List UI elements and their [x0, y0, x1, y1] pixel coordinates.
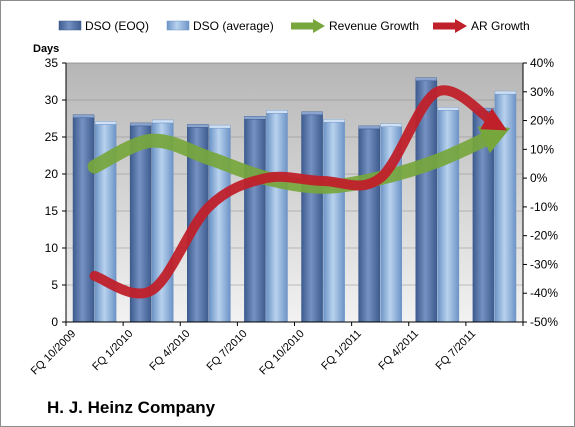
x-tick-label: FQ 7/2010: [204, 328, 249, 373]
bar-dso-average: [494, 93, 517, 323]
legend-label: AR Growth: [471, 19, 530, 33]
y2-tick-label: -20%: [530, 229, 558, 243]
y2-tick-label: -50%: [530, 315, 558, 329]
bar-cap: [437, 107, 460, 111]
legend-item-revenue-growth: Revenue Growth: [291, 19, 419, 33]
x-tick-label: FQ 4/2011: [376, 328, 421, 373]
bar-dso-eoq: [72, 117, 95, 323]
bar-cap: [72, 114, 95, 118]
y-tick-label: 10: [45, 241, 59, 255]
y-tick-label: 20: [45, 167, 59, 181]
bar-dso-average: [323, 121, 345, 323]
bar-dso-eoq: [301, 114, 323, 323]
legend: DSO (EOQ) DSO (average) Revenue Growth A…: [58, 19, 530, 33]
x-tick-label: FQ 7/2011: [434, 328, 479, 373]
x-tick-label: FQ 1/2010: [90, 328, 135, 373]
bar-dso-eoq: [358, 128, 380, 323]
bar-cap: [358, 125, 380, 130]
y2-tick-label: -40%: [530, 286, 558, 300]
y-tick-label: 30: [45, 93, 59, 107]
bar-cap: [244, 116, 266, 120]
bar-cap: [129, 122, 152, 127]
bar-cap: [94, 121, 117, 125]
bar-dso-average: [437, 110, 460, 323]
y2-tick-label: -30%: [530, 257, 558, 271]
legend-item-dso-eoq: DSO (EOQ): [58, 19, 149, 33]
y2-tick-label: 10%: [530, 142, 554, 156]
bar-cap: [266, 110, 288, 114]
company-title: H. J. Heinz Company: [47, 398, 216, 417]
x-tick-label: FQ 10/2010: [257, 328, 307, 378]
y-tick-label: 5: [51, 278, 58, 292]
x-tick-label: FQ 1/2011: [319, 328, 364, 373]
x-tick-label: FQ 10/2009: [29, 328, 79, 378]
bar-cap: [494, 90, 517, 95]
y2-tick-label: -10%: [530, 200, 558, 214]
bar-cap: [415, 77, 438, 81]
legend-label: Revenue Growth: [329, 19, 419, 33]
bar-cap: [301, 111, 323, 116]
bar-cap: [187, 124, 209, 128]
bar-dso-average: [266, 113, 288, 323]
y-axis-title: Days: [33, 43, 59, 55]
y-tick-label: 25: [45, 130, 59, 144]
legend-item-ar-growth: AR Growth: [433, 19, 530, 33]
bar-cap: [323, 118, 345, 123]
legend-label: DSO (average): [193, 19, 274, 33]
legend-label: DSO (EOQ): [85, 19, 149, 33]
y2-tick-label: 30%: [530, 85, 554, 99]
y-tick-label: 35: [45, 56, 59, 70]
bars: [72, 77, 517, 323]
legend-item-dso-average: DSO (average): [166, 19, 274, 33]
y2-tick-label: 20%: [530, 114, 554, 128]
bar-cap: [380, 123, 402, 127]
y2-tick-label: 0%: [530, 171, 548, 185]
y2-tick-label: 40%: [530, 56, 554, 70]
y-tick-label: 15: [45, 204, 59, 218]
growth-arrows: [87, 85, 511, 299]
bar-dso-eoq: [244, 118, 266, 323]
x-tick-label: FQ 4/2010: [147, 328, 192, 373]
revenue-growth-arrow: [87, 126, 511, 194]
ar-growth-arrow: [89, 85, 508, 299]
y-tick-label: 0: [51, 315, 58, 329]
bar-cap: [151, 119, 174, 124]
bar-cap: [209, 124, 231, 129]
